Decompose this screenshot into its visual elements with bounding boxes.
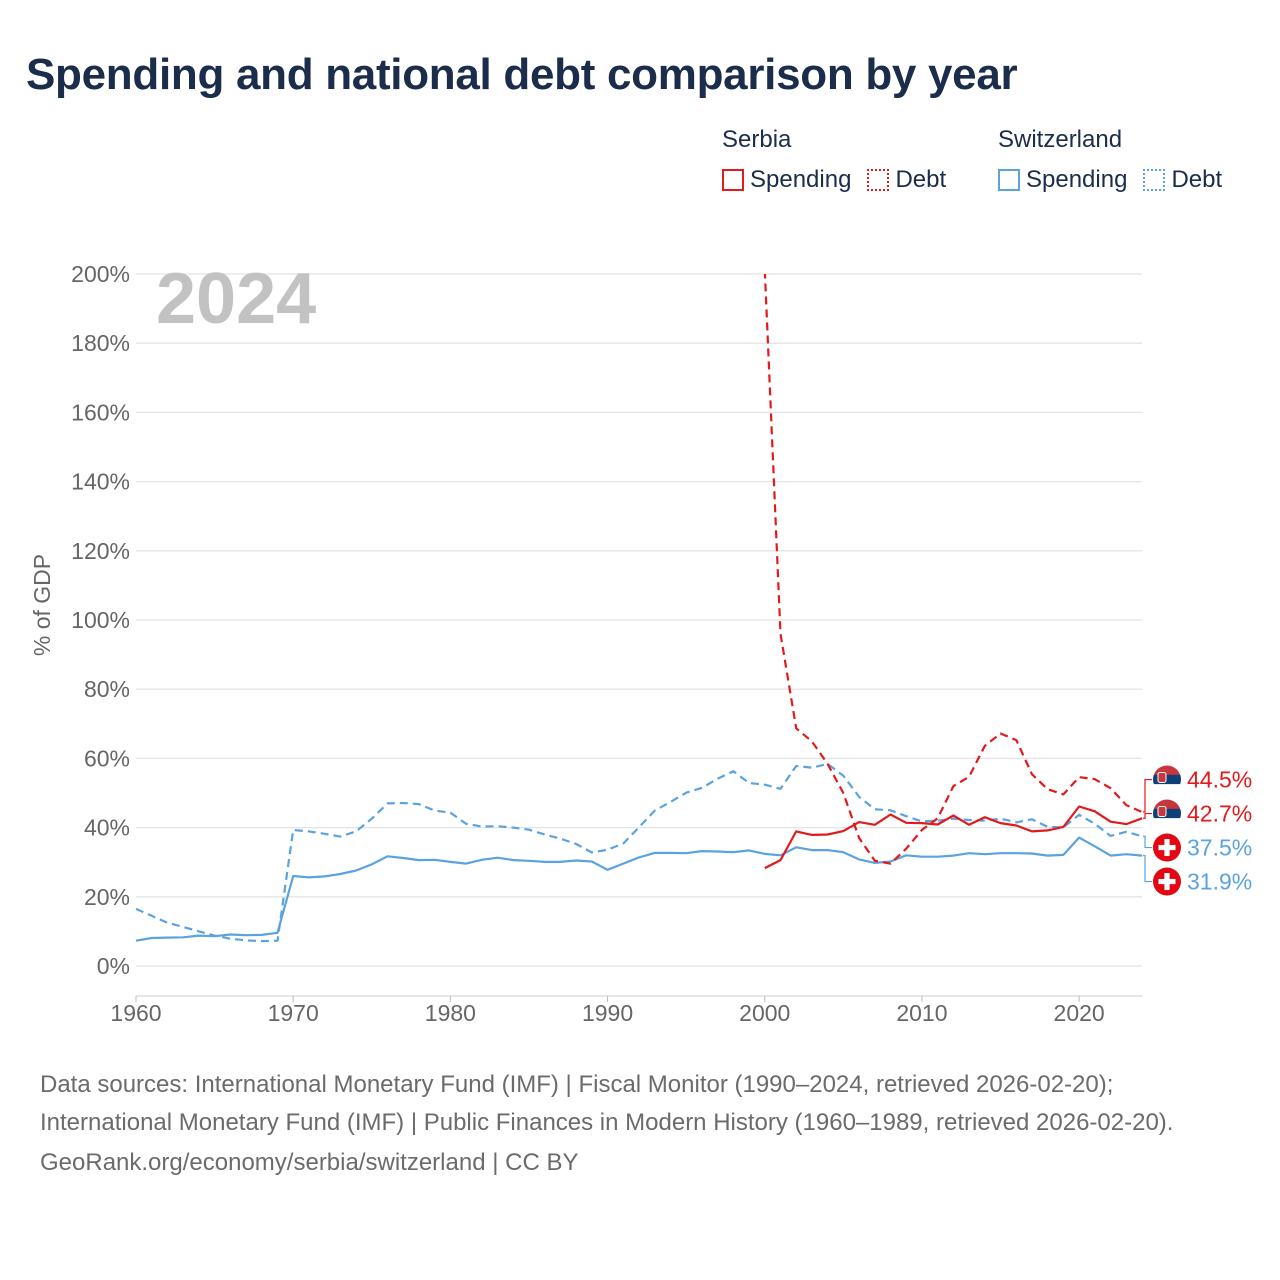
legend-label: Debt <box>895 166 947 193</box>
legend-label: Spending <box>750 166 852 193</box>
legend-label: Spending <box>1026 166 1128 193</box>
x-tick-label: 1960 <box>110 1000 161 1026</box>
y-tick-label: 160% <box>71 399 130 425</box>
y-tick-label: 120% <box>71 538 130 564</box>
switzerland-flag-icon <box>1153 833 1181 862</box>
flag-band-white <box>1153 784 1181 794</box>
legend-swatch-dotted <box>867 169 890 191</box>
chart-title: Spending and national debt comparison by… <box>26 50 1018 99</box>
data-sources: Data sources: International Monetary Fun… <box>40 1071 1174 1136</box>
flag-cross-h <box>1158 878 1176 885</box>
end-labels: 44.5% 42.7% 37.5% 31.9% <box>1143 765 1252 896</box>
y-tick-label: 60% <box>84 745 130 771</box>
series-line-switzerland-debt <box>135 762 1143 943</box>
flag-emblem <box>1157 806 1167 818</box>
flag-band-red <box>1153 799 1181 810</box>
axes: 0% 20% 40% 60% 80% 100% 120% 140% 160% 180% 200% 19… <box>29 261 1142 1026</box>
legend-swatch-solid <box>998 169 1020 191</box>
year-watermark: 2024 <box>156 259 316 339</box>
end-label-connector-switzerland-spending <box>1143 855 1152 883</box>
footer: Data sources: International Monetary Fun… <box>40 1066 1250 1182</box>
legend-group-serbia: Serbia Spending Debt <box>722 124 946 194</box>
flag-bands <box>1153 765 1181 794</box>
serbia-flag-icon <box>1153 799 1181 828</box>
y-tick-label: 100% <box>71 607 130 633</box>
credit-link[interactable]: GeoRank.org/economy/serbia/switzerland |… <box>40 1149 579 1176</box>
legend-label: Debt <box>1171 166 1223 193</box>
flag-cross-h <box>1158 844 1176 851</box>
series-line-serbia-debt <box>763 274 1143 865</box>
x-tick-label: 1970 <box>268 1000 319 1026</box>
end-label-serbia-spending: 42.7% <box>1187 801 1252 827</box>
y-tick-label: 140% <box>71 469 130 495</box>
end-label-switzerland-debt: 37.5% <box>1187 835 1252 861</box>
x-tick-label: 1980 <box>425 1000 476 1026</box>
switzerland-flag-icon <box>1153 867 1181 896</box>
legend-item-serbia-debt[interactable]: Debt <box>867 166 946 194</box>
legend-item-switzerland-spending[interactable]: Spending <box>998 166 1127 194</box>
x-tick-label: 2020 <box>1054 1000 1105 1026</box>
flag-emblem <box>1157 772 1167 784</box>
end-label-serbia-debt: 44.5% <box>1187 767 1252 793</box>
series-line-serbia-spending <box>764 805 1143 870</box>
y-tick-label: 200% <box>71 261 130 287</box>
legend-swatch-dotted <box>1143 169 1166 191</box>
end-label-switzerland-spending: 31.9% <box>1187 869 1252 895</box>
y-tick-label: 180% <box>71 330 130 356</box>
flag-band-red <box>1153 765 1181 776</box>
y-tick-label: 0% <box>97 953 130 979</box>
end-label-connector-serbia-debt <box>1143 778 1152 813</box>
y-tick-label: 80% <box>84 676 130 702</box>
legend-group-title: Serbia <box>722 126 792 153</box>
legend-item-serbia-spending[interactable]: Spending <box>722 166 851 194</box>
y-tick-label: 20% <box>84 884 130 910</box>
legend-swatch-solid <box>722 169 744 191</box>
flag-band-white <box>1153 818 1181 828</box>
x-tick-label: 2010 <box>896 1000 947 1026</box>
legend-group-title: Switzerland <box>998 126 1123 153</box>
y-tick-label: 40% <box>84 815 130 841</box>
line-chart: 2024 0% 20% 40% 60% 80% 100% 120% 140% 160% 180% 2… <box>29 259 1252 1026</box>
flag-band-blue <box>1153 774 1181 785</box>
legend-item-switzerland-debt[interactable]: Debt <box>1143 166 1222 194</box>
flag-band-blue <box>1153 808 1181 819</box>
x-tick-label: 2000 <box>739 1000 790 1026</box>
gridlines <box>136 273 1142 967</box>
series-line-switzerland-spending <box>135 836 1143 942</box>
y-axis-title: % of GDP <box>29 554 55 656</box>
legend-group-switzerland: Switzerland Spending Debt <box>998 124 1222 194</box>
end-label-connector-switzerland-debt <box>1143 835 1152 849</box>
x-tick-label: 1990 <box>582 1000 633 1026</box>
series-lines <box>135 274 1143 943</box>
flag-bands <box>1153 799 1181 828</box>
serbia-flag-icon <box>1153 765 1181 794</box>
end-label-connector-serbia-spending <box>1143 812 1152 819</box>
